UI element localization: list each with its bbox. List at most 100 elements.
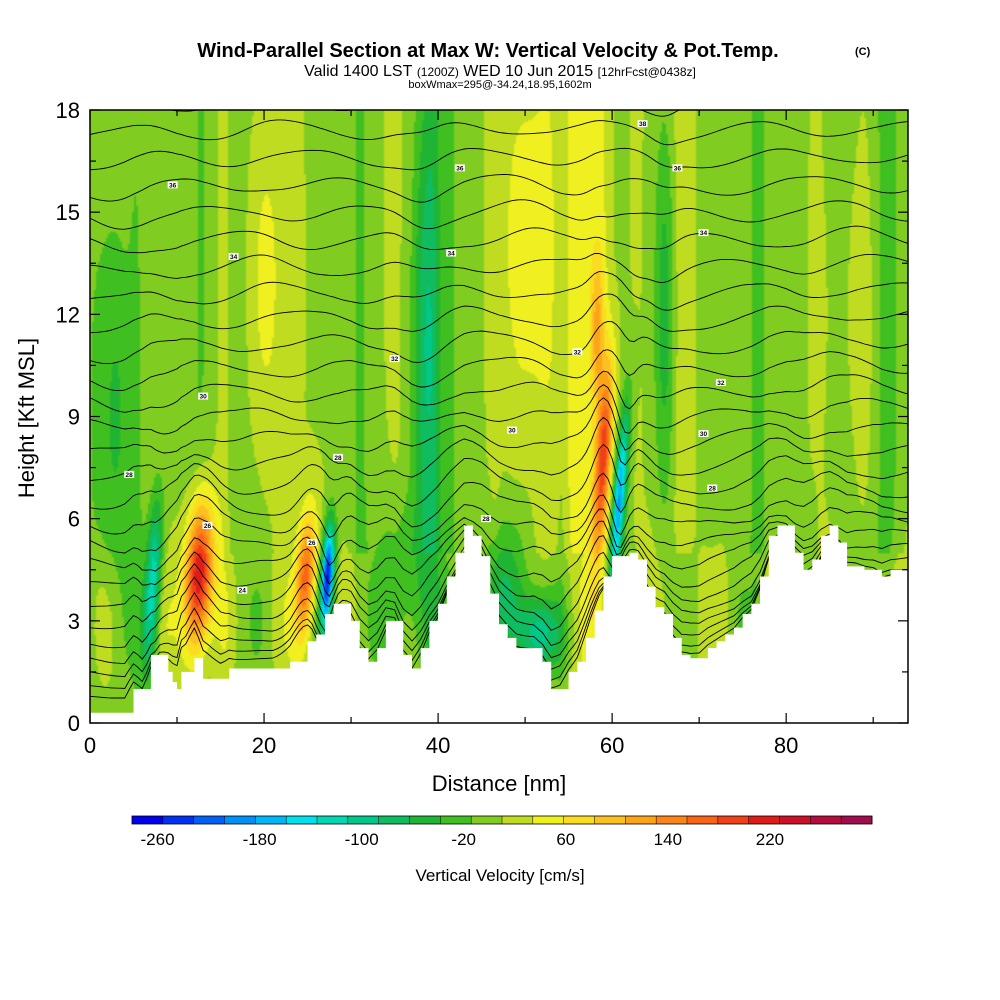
contour-label: 38 [637, 120, 648, 128]
subtitle-forecast: [12hrFcst@0438z] [598, 65, 696, 79]
contour-label: 34 [446, 249, 457, 258]
theta-contour-line [90, 225, 908, 254]
colorbar-tick-label: 220 [756, 830, 784, 849]
contour-label-text: 30 [700, 431, 708, 438]
contour-label: 32 [389, 355, 400, 363]
colorbar-swatch [687, 816, 719, 824]
colorbar-swatch [594, 816, 626, 824]
contour-label: 24 [237, 586, 248, 595]
contour-label: 32 [715, 378, 726, 387]
contour-label: 28 [124, 470, 135, 479]
colorbar-swatch [440, 816, 472, 824]
contour-label: 28 [333, 453, 344, 462]
contour-label-text: 32 [717, 380, 725, 387]
theta-contour-line [90, 520, 908, 586]
contour-label: 34 [698, 229, 709, 237]
colorbar-swatch [841, 816, 873, 824]
y-axis-label: Height [Kft MSL] [14, 338, 39, 498]
contour-label-text: 28 [709, 486, 717, 493]
colorbar-swatch [286, 816, 318, 824]
colorbar-tick-labels: -260 -180 -100 -20 60 140 220 [141, 830, 785, 849]
colorbar-swatch [625, 816, 657, 824]
contour-label: 28 [480, 515, 491, 523]
contour-label-text: 34 [448, 251, 456, 258]
colorbar-swatch [532, 816, 565, 824]
x-tick-label: 80 [774, 733, 798, 758]
colorbar-swatch [779, 816, 811, 824]
colorbar-swatch [255, 816, 287, 824]
contour-label-text: 34 [230, 254, 238, 261]
colorbar-tick-label: -20 [451, 830, 476, 849]
contour-label-text: 26 [308, 540, 316, 547]
contour-label: 36 [672, 164, 683, 172]
colorbar-swatch [347, 816, 380, 824]
contour-label-text: 36 [456, 165, 464, 172]
contour-label-text: 24 [239, 588, 247, 595]
contour-label-text: 36 [169, 182, 177, 189]
colorbar-tick-label: -180 [243, 830, 277, 849]
contour-label: 30 [198, 392, 209, 401]
terrain-mask [90, 525, 908, 723]
x-tick-label: 40 [426, 733, 450, 758]
contour-label-text: 30 [508, 428, 516, 435]
contour-label: 32 [572, 348, 583, 356]
contour-label-text: 28 [482, 516, 490, 523]
colorbar-tick-label: -260 [141, 830, 175, 849]
contour-label: 36 [454, 164, 465, 172]
x-tick-label: 0 [84, 733, 96, 758]
subtitle-date: WED 10 Jun 2015 [463, 63, 593, 80]
theta-contour-line [90, 370, 908, 413]
colorbar-swatch [193, 816, 225, 824]
chart-title-mark: (C) [855, 46, 871, 58]
y-tick-label: 6 [68, 507, 80, 532]
theta-contour-line [90, 321, 908, 365]
contour-label-text: 26 [204, 523, 212, 530]
potential-temperature-contours [90, 110, 908, 699]
x-axis-label: Distance [nm] [432, 771, 567, 796]
colorbar-swatch [162, 816, 195, 824]
y-tick-label: 12 [56, 302, 80, 327]
contour-label-text: 36 [674, 165, 682, 172]
contour-label-text: 34 [700, 230, 708, 237]
colorbar-swatch [656, 816, 688, 824]
colorbar-swatch [502, 816, 534, 824]
contour-label-text: 28 [334, 455, 342, 462]
colorbar-swatch [748, 816, 780, 824]
theta-contour-line [90, 416, 908, 482]
theta-contour-line [90, 147, 908, 171]
theta-contour-line [90, 397, 908, 455]
theta-contour-line [90, 349, 908, 392]
y-tick-label: 9 [68, 405, 80, 430]
x-tick-label: 20 [252, 733, 276, 758]
contour-label: 30 [507, 426, 518, 435]
colorbar-swatch [378, 816, 410, 824]
y-tick-label: 0 [68, 711, 80, 736]
contour-label-text: 32 [574, 349, 582, 356]
plot-area: 36 34 36 38 36 34 34 32 32 32 30 30 30 28 28 28 28 26 26 24 [90, 110, 908, 723]
theta-contour-line [90, 293, 908, 334]
colorbar-swatch [563, 816, 595, 824]
colorbar [131, 815, 873, 825]
contour-label-text: 32 [391, 356, 399, 363]
theta-contour-line [90, 443, 908, 510]
chart-subtitle: Valid 1400 LST (1200Z) WED 10 Jun 2015 [… [304, 63, 696, 80]
contour-label: 26 [202, 521, 213, 530]
theta-contour-line [90, 384, 908, 435]
subtitle-utc: (1200Z) [417, 65, 459, 79]
colorbar-swatch [471, 816, 503, 824]
contour-labels: 36 34 36 38 36 34 34 32 32 32 30 30 30 28 28 28 28 26 26 24 [124, 120, 726, 595]
colorbar-label: Vertical Velocity [cm/s] [415, 866, 584, 885]
chart-title: Wind-Parallel Section at Max W: Vertical… [197, 40, 778, 62]
colorbar-swatch [132, 816, 164, 824]
contour-label: 36 [167, 181, 178, 189]
subtitle-valid: Valid 1400 LST [304, 63, 412, 80]
theta-contour-line [90, 471, 908, 535]
contour-label: 28 [707, 484, 718, 493]
theta-contour-line [90, 271, 908, 311]
y-tick-label: 15 [56, 200, 80, 225]
contour-label-text: 30 [200, 394, 208, 401]
y-tick-label: 3 [68, 609, 80, 634]
colorbar-swatch [717, 816, 750, 824]
contour-label: 30 [698, 430, 709, 438]
